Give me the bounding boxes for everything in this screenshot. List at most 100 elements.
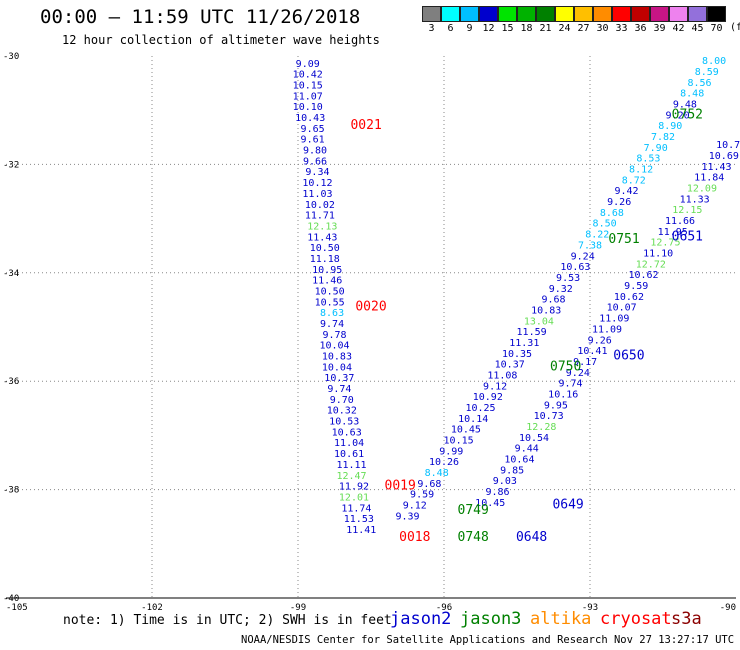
wave-height-value: 9.12 <box>403 501 427 512</box>
wave-height-value: 11.41 <box>346 525 376 536</box>
wave-height-value: 9.68 <box>541 295 565 306</box>
wave-height-value: 10.53 <box>329 417 359 428</box>
legend-swatch <box>441 6 460 22</box>
legend-entry: 15 <box>498 6 517 34</box>
lon-tick-label: -90 <box>720 603 736 613</box>
wave-height-value: 9.65 <box>301 124 325 135</box>
wave-height-value: 9.48 <box>673 99 697 110</box>
pass-time-label: 0650 <box>613 349 644 364</box>
wave-height-value: 11.07 <box>293 91 323 102</box>
wave-height-value: 12.01 <box>339 492 369 503</box>
legend-label: 21 <box>539 23 552 34</box>
lat-tick-label: -34 <box>3 269 19 279</box>
satellite-label-altika: altika <box>530 609 592 629</box>
wave-height-value: 12.15 <box>672 205 702 216</box>
wave-height-value: 9.24 <box>566 368 590 379</box>
wave-height-value: 9.85 <box>500 465 524 476</box>
wave-height-value: 10.07 <box>607 303 637 314</box>
wave-height-value: 9.34 <box>305 167 329 178</box>
lat-tick-label: -36 <box>3 377 19 387</box>
legend-label: 6 <box>447 23 454 34</box>
legend-entry: 70 <box>707 6 726 34</box>
legend-swatch <box>650 6 669 22</box>
wave-height-value: 11.66 <box>665 216 695 227</box>
wave-height-value: 11.92 <box>339 482 369 493</box>
wave-height-value: 9.17 <box>573 357 597 368</box>
wave-height-value: 11.95 <box>658 227 688 238</box>
legend-swatch <box>707 6 726 22</box>
wave-height-value: 7.38 <box>578 240 602 251</box>
legend-entry: 36 <box>631 6 650 34</box>
legend-label: 30 <box>596 23 609 34</box>
wave-height-value: 11.59 <box>517 327 547 338</box>
wave-height-value: 8.48 <box>425 468 449 479</box>
legend-entry: 18 <box>517 6 536 34</box>
legend-swatch <box>460 6 479 22</box>
lat-tick-label: -38 <box>3 486 19 496</box>
legend-swatch <box>574 6 593 22</box>
wave-height-value: 10.45 <box>475 498 505 509</box>
legend-entry: 33 <box>612 6 631 34</box>
legend-label: 24 <box>558 23 571 34</box>
wave-height-value: 10.41 <box>577 346 607 357</box>
lat-tick-label: -40 <box>3 594 19 604</box>
wave-height-value: 10.69 <box>709 151 739 162</box>
wave-height-value: 12.09 <box>687 184 717 195</box>
wave-height-value: 11.43 <box>307 232 337 243</box>
legend-unit: (ft) <box>730 22 740 33</box>
wave-height-value: 12.47 <box>336 471 366 482</box>
wave-height-value: 9.32 <box>549 284 573 295</box>
pass-time-label: 0021 <box>350 118 381 133</box>
wave-height-value: 10.12 <box>302 178 332 189</box>
legend-swatch <box>517 6 536 22</box>
wave-height-value: 9.74 <box>327 384 351 395</box>
pass-time-label: 0750 <box>550 359 581 374</box>
footer-note: note: 1) Time is in UTC; 2) SWH is in fe… <box>63 613 392 628</box>
legend-swatch <box>612 6 631 22</box>
wave-height-value: 9.68 <box>417 479 441 490</box>
wave-height-value: 9.70 <box>330 395 354 406</box>
wave-height-value: 11.46 <box>312 276 342 287</box>
legend-swatch <box>669 6 688 22</box>
wave-height-value: 10.50 <box>315 286 345 297</box>
wave-height-value: 10.04 <box>319 341 349 352</box>
legend-entry: 42 <box>669 6 688 34</box>
wave-height-value: 9.42 <box>614 186 638 197</box>
wave-height-value: 10.92 <box>473 392 503 403</box>
legend-label: 12 <box>482 23 495 34</box>
wave-height-value: 10.43 <box>295 113 325 124</box>
legend-swatch <box>536 6 555 22</box>
wave-height-value: 8.00 <box>702 56 726 67</box>
lon-tick-label: -102 <box>141 603 163 613</box>
wave-height-value: 10.15 <box>444 436 474 447</box>
wave-height-value: 10.15 <box>293 81 323 92</box>
wave-height-value: 10.42 <box>293 70 323 81</box>
wave-height-value: 10.95 <box>312 265 342 276</box>
satellite-label-cryosat: cryosat <box>600 609 672 629</box>
wave-height-value: 10.55 <box>315 297 345 308</box>
legend-entry: 39 <box>650 6 669 34</box>
lon-tick-label: -105 <box>6 603 28 613</box>
pass-time-label: 0751 <box>608 232 639 247</box>
legend-entry: 3 <box>422 6 441 34</box>
legend-entry: 24 <box>555 6 574 34</box>
pass-time-label: 0018 <box>399 530 430 545</box>
wave-height-value: 10.62 <box>628 270 658 281</box>
legend-swatch <box>498 6 517 22</box>
legend-label: 39 <box>653 23 666 34</box>
wave-height-value: 9.26 <box>607 197 631 208</box>
wave-height-value: 12.28 <box>526 422 556 433</box>
wave-height-value: 11.04 <box>334 438 364 449</box>
legend-swatch <box>479 6 498 22</box>
wave-height-value: 9.12 <box>483 381 507 392</box>
legend-swatch <box>688 6 707 22</box>
wave-height-value: 11.09 <box>592 324 622 335</box>
wave-height-value: 10.74 <box>716 140 740 151</box>
wave-height-value: 10.50 <box>310 243 340 254</box>
wave-height-value: 9.09 <box>296 59 320 70</box>
page-subtitle: 12 hour collection of altimeter wave hei… <box>62 33 380 47</box>
wave-height-value: 9.20 <box>666 110 690 121</box>
wave-height-value: 10.73 <box>534 411 564 422</box>
wave-height-value: 8.53 <box>636 154 660 165</box>
